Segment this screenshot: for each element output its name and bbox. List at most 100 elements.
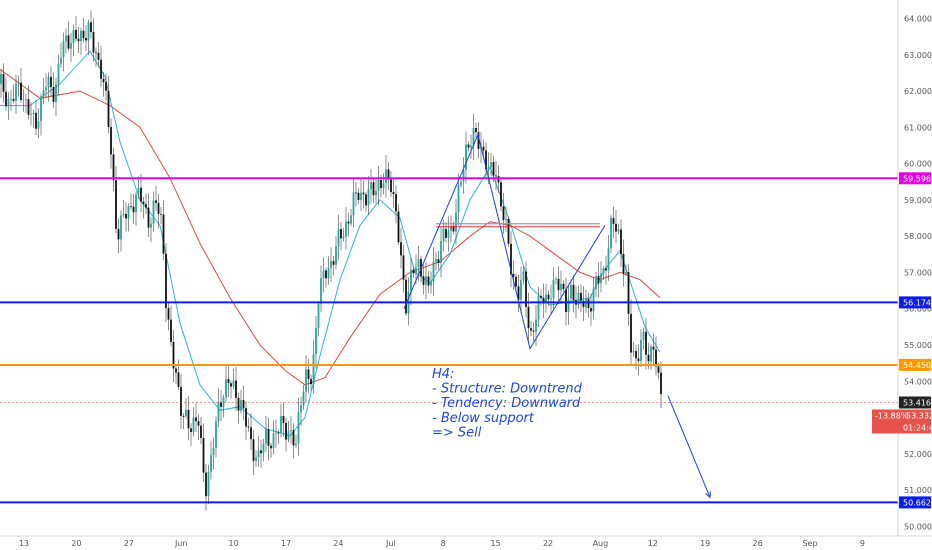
candle-body	[387, 169, 390, 180]
candle-body	[182, 416, 185, 417]
candle-body	[32, 112, 35, 115]
price-tick-label: 60.000	[904, 160, 932, 169]
candle-body	[22, 99, 25, 101]
candle-body	[7, 99, 10, 107]
candle-body	[12, 98, 15, 101]
price-tick-label: 64.000	[904, 15, 932, 24]
candle-body	[630, 313, 632, 353]
annotation-line: => Sell	[432, 425, 482, 440]
time-tick-label: Jun	[174, 539, 188, 548]
candle-body	[590, 308, 592, 312]
projection-arrow-shaft	[667, 395, 711, 498]
candle-body	[222, 397, 225, 407]
candle-body	[272, 433, 275, 449]
candle-body	[150, 223, 152, 228]
candle-body	[175, 368, 177, 373]
candle-body	[152, 200, 155, 224]
candle-body	[520, 280, 522, 300]
price-tick-label: 59.000	[904, 196, 932, 205]
price-tick-label: 56.000	[904, 305, 932, 314]
level-tag-support-1-label: 56.174	[903, 298, 931, 307]
candle-body	[127, 206, 130, 219]
candle-body	[277, 432, 280, 434]
candle-body	[342, 236, 345, 239]
price-tick-label: 61.000	[904, 123, 932, 132]
time-tick-label: 19	[700, 539, 710, 548]
candle-body	[397, 211, 400, 243]
candle-body	[30, 114, 32, 115]
candle-body	[485, 150, 487, 170]
candle-body	[422, 276, 425, 285]
candle-body	[455, 212, 457, 232]
candle-body	[335, 246, 337, 265]
candle-body	[622, 253, 625, 274]
time-tick-label: 13	[19, 539, 29, 548]
time-tick-label: 22	[543, 539, 553, 548]
price-tick-label: 57.000	[904, 268, 932, 277]
candle-body	[642, 331, 645, 340]
candle-body	[20, 82, 22, 100]
candle-body	[412, 269, 415, 274]
candle-body	[582, 300, 585, 308]
candle-body	[52, 87, 55, 102]
candle-body	[597, 276, 600, 284]
time-tick-label: 20	[71, 539, 81, 548]
candle-body	[180, 387, 182, 416]
candle-body	[80, 30, 82, 42]
candle-body	[470, 145, 472, 148]
candle-body	[177, 372, 180, 387]
candle-body	[327, 267, 330, 279]
candle-body	[610, 218, 612, 249]
candle-body	[447, 230, 450, 238]
time-tick-label: 27	[124, 539, 134, 548]
candle-body	[360, 192, 362, 200]
candle-body	[370, 182, 372, 190]
candle-body	[332, 261, 335, 265]
candle-body	[595, 276, 597, 289]
candle-body	[637, 358, 640, 362]
sma-slow-layer	[0, 68, 661, 386]
candle-body	[302, 391, 305, 406]
candle-body	[255, 457, 257, 461]
candle-body	[195, 417, 197, 422]
current-price-tag-label: 53.416	[903, 399, 931, 408]
candle-body	[305, 369, 307, 392]
candle-body	[200, 425, 202, 438]
candle-body	[400, 242, 402, 256]
candle-body	[212, 448, 215, 456]
annotation-line: - Tendency: Downward	[432, 396, 581, 411]
candle-body	[157, 203, 160, 214]
time-tick-label: 8	[441, 539, 446, 548]
candle-body	[190, 428, 192, 432]
candle-body	[107, 90, 110, 127]
candle-body	[602, 268, 605, 274]
candle-body	[377, 180, 380, 192]
candle-body	[267, 429, 270, 446]
candle-body	[550, 298, 552, 300]
candle-body	[270, 445, 272, 449]
candle-body	[410, 269, 412, 292]
candle-body	[345, 221, 347, 237]
candle-body	[572, 284, 575, 301]
candle-body	[477, 132, 480, 149]
candle-body	[540, 296, 542, 298]
candle-body	[325, 270, 327, 279]
candle-body	[10, 98, 12, 100]
candle-body	[252, 439, 255, 461]
candle-body	[285, 423, 287, 440]
candle-body	[450, 225, 452, 231]
candle-body	[385, 169, 387, 184]
candle-body	[465, 144, 467, 170]
price-axis[interactable]: 50.00051.00052.00053.00054.00055.00056.0…	[904, 15, 932, 532]
candle-body	[160, 213, 162, 215]
candle-body	[612, 218, 615, 224]
candle-body	[197, 421, 200, 426]
candle-body	[110, 127, 112, 155]
candle-body	[242, 400, 245, 409]
time-axis[interactable]: 13 20 27 Jun 10 17 24 Jul 8 15 22 Aug 12 19 26 Sep 9	[19, 539, 865, 548]
candle-body	[632, 351, 635, 353]
candle-body	[392, 192, 395, 195]
candle-body	[47, 76, 50, 88]
